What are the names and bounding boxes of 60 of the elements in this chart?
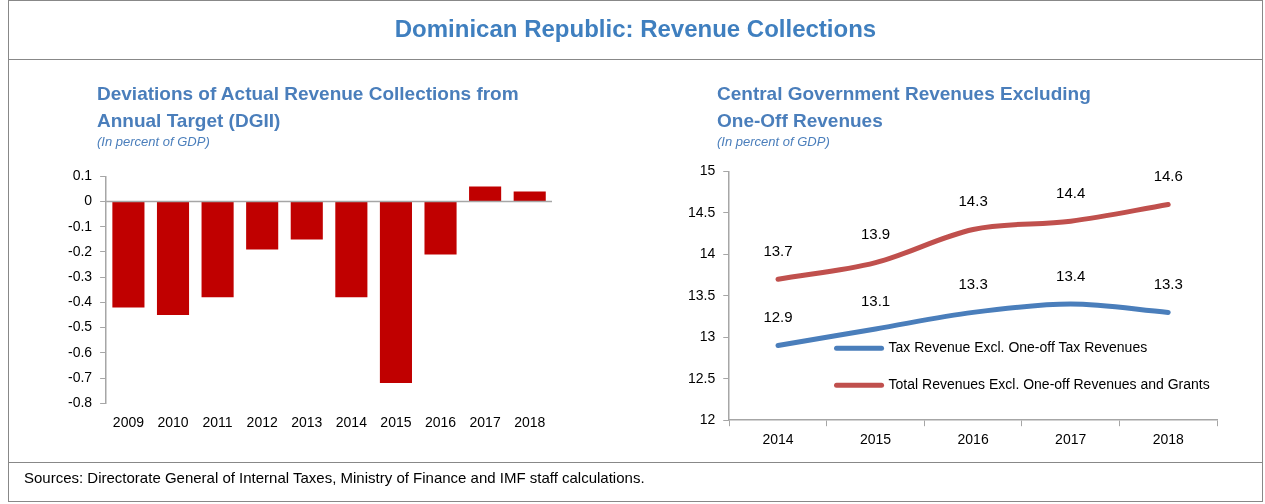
x-tick-label: 2013 bbox=[291, 414, 323, 431]
bar bbox=[201, 202, 234, 298]
chart-subtitle: (In percent of GDP) bbox=[717, 134, 831, 149]
data-label: 13.4 bbox=[1056, 266, 1086, 284]
y-tick-label: 14.5 bbox=[688, 203, 716, 220]
x-tick-label: 2017 bbox=[1055, 431, 1087, 448]
data-label: 13.7 bbox=[763, 241, 793, 259]
x-tick-label: 2015 bbox=[860, 431, 892, 448]
y-tick-label: -0.7 bbox=[68, 368, 93, 385]
y-tick-label: 0.1 bbox=[72, 167, 93, 184]
bar bbox=[290, 202, 323, 240]
data-label: 12.9 bbox=[763, 308, 793, 326]
x-tick-label: 2018 bbox=[514, 414, 546, 431]
bar bbox=[335, 202, 368, 298]
text: Dominican Republic: Revenue Collections bbox=[8, 0, 1263, 60]
y-tick-label: -0.1 bbox=[68, 217, 93, 234]
y-tick-label: 14 bbox=[699, 245, 716, 262]
y-tick-label: -0.5 bbox=[68, 318, 93, 335]
data-label: 13.3 bbox=[1153, 275, 1183, 293]
data-label: 13.3 bbox=[958, 275, 988, 293]
x-tick-label: 2011 bbox=[202, 414, 233, 431]
y-tick-label: 12.5 bbox=[688, 369, 716, 386]
y-tick-label: -0.8 bbox=[68, 394, 93, 411]
x-tick-label: 2016 bbox=[424, 414, 457, 431]
x-tick-label: 2018 bbox=[1152, 431, 1185, 448]
y-tick-label: -0.6 bbox=[68, 343, 93, 360]
y-tick-label: 13.5 bbox=[688, 286, 716, 303]
data-label: 13.1 bbox=[860, 291, 891, 309]
data-label: 13.9 bbox=[860, 225, 891, 243]
x-tick-label: 2009 bbox=[112, 414, 145, 431]
y-tick-label: -0.3 bbox=[68, 268, 93, 285]
y-tick-label: 13 bbox=[699, 328, 716, 345]
chart-subtitle: (In percent of GDP) bbox=[97, 134, 211, 149]
x-tick-label: 2017 bbox=[469, 414, 501, 431]
x-tick-label: 2016 bbox=[957, 431, 989, 448]
y-tick-label: -0.2 bbox=[68, 242, 93, 259]
x-tick-label: 2014 bbox=[335, 414, 368, 431]
bar bbox=[246, 202, 279, 250]
x-tick-label: 2010 bbox=[157, 414, 189, 431]
y-tick-label: -0.4 bbox=[68, 293, 93, 310]
bar bbox=[513, 191, 546, 202]
x-tick-label: 2015 bbox=[380, 414, 412, 431]
bar bbox=[156, 202, 190, 315]
bar bbox=[112, 202, 145, 308]
legend-label: Total Revenues Excl. One-off Revenues and Grants bbox=[888, 376, 1210, 393]
chart-title: Deviations of Actual Revenue Collections from Annual Target (DGII) bbox=[97, 82, 520, 133]
data-label: 14.6 bbox=[1153, 167, 1183, 185]
y-tick-label: 12 bbox=[699, 411, 716, 428]
bar bbox=[379, 202, 412, 384]
data-label: 14.3 bbox=[958, 192, 988, 210]
chart-title: Central Government Revenues Excluding One-Off Revenues bbox=[717, 82, 1092, 133]
x-tick-label: 2014 bbox=[762, 431, 794, 448]
y-tick-label: 0 bbox=[84, 192, 93, 209]
legend-label: Tax Revenue Excl. One-off Tax Revenues bbox=[888, 339, 1148, 356]
y-tick-label: 15 bbox=[699, 162, 716, 179]
source-note: Sources: Directorate General of Internal Taxes, Ministry of Finance and IMF staff calculations. bbox=[8, 462, 1263, 502]
bar bbox=[424, 202, 457, 255]
x-tick-label: 2012 bbox=[246, 414, 278, 431]
data-label: 14.4 bbox=[1056, 183, 1086, 201]
bar bbox=[469, 186, 502, 202]
